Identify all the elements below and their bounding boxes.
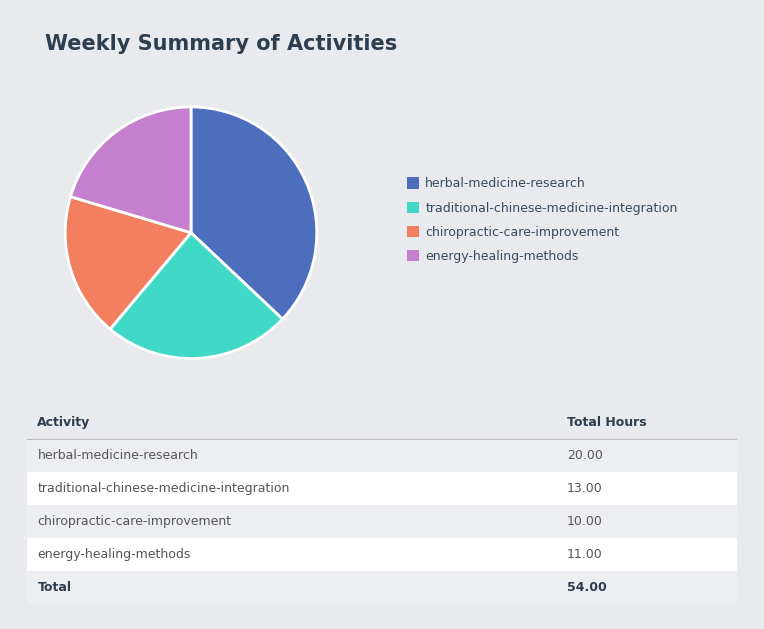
Text: herbal-medicine-research: herbal-medicine-research bbox=[37, 448, 198, 462]
Text: 54.00: 54.00 bbox=[567, 581, 607, 594]
Wedge shape bbox=[110, 233, 283, 359]
Bar bbox=[27, 538, 737, 571]
Text: Weekly Summary of Activities: Weekly Summary of Activities bbox=[44, 33, 397, 53]
Legend: herbal-medicine-research, traditional-chinese-medicine-integration, chiropractic: herbal-medicine-research, traditional-ch… bbox=[406, 177, 678, 263]
Bar bbox=[27, 571, 737, 604]
Text: Activity: Activity bbox=[37, 416, 91, 429]
Bar bbox=[27, 472, 737, 504]
Text: Total Hours: Total Hours bbox=[567, 416, 646, 429]
Text: chiropractic-care-improvement: chiropractic-care-improvement bbox=[37, 515, 231, 528]
Text: 20.00: 20.00 bbox=[567, 448, 603, 462]
Bar bbox=[27, 504, 737, 538]
Text: Total: Total bbox=[37, 581, 71, 594]
Text: 10.00: 10.00 bbox=[567, 515, 603, 528]
Wedge shape bbox=[70, 107, 191, 233]
Text: 11.00: 11.00 bbox=[567, 548, 603, 561]
Wedge shape bbox=[191, 107, 317, 319]
Text: traditional-chinese-medicine-integration: traditional-chinese-medicine-integration bbox=[37, 482, 290, 495]
Bar bbox=[27, 439, 737, 472]
Text: 13.00: 13.00 bbox=[567, 482, 603, 495]
Text: energy-healing-methods: energy-healing-methods bbox=[37, 548, 191, 561]
Wedge shape bbox=[65, 197, 191, 329]
